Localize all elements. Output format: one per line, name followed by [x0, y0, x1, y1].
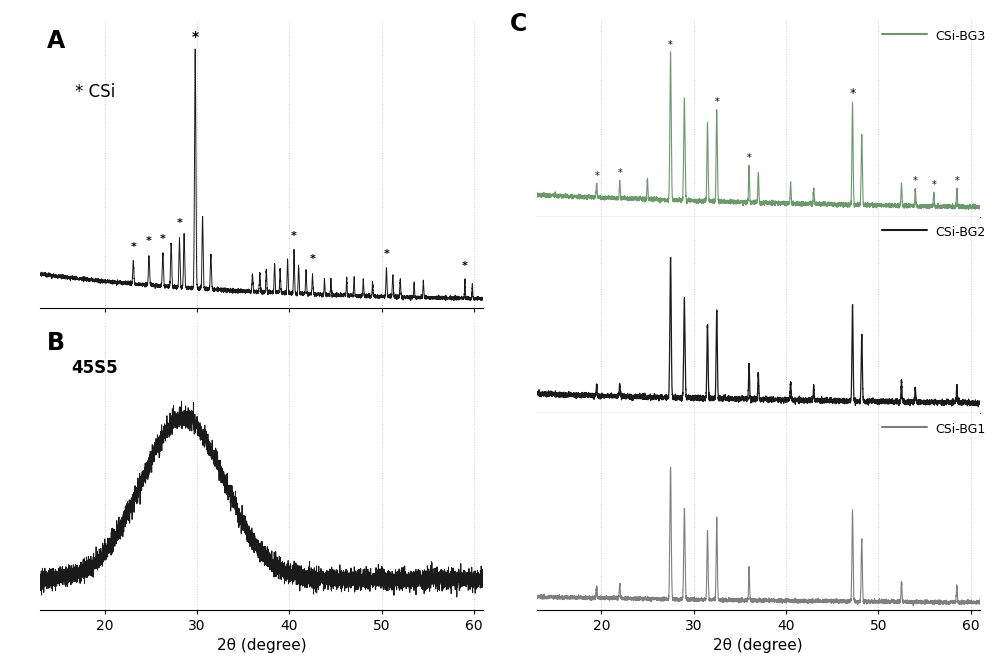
Text: *: *	[177, 218, 182, 228]
Text: *: *	[462, 261, 468, 271]
Text: * CSi: * CSi	[75, 83, 116, 101]
Text: CSi-BG2: CSi-BG2	[936, 226, 986, 239]
Text: *: *	[192, 30, 199, 44]
Text: *: *	[146, 237, 152, 247]
Text: *: *	[617, 168, 622, 178]
Text: *: *	[160, 234, 166, 244]
Text: 45S5: 45S5	[71, 360, 118, 377]
Text: *: *	[310, 254, 315, 264]
Text: *: *	[955, 176, 959, 186]
Text: CSi-BG1: CSi-BG1	[936, 423, 986, 436]
Text: *: *	[383, 249, 389, 259]
Text: *: *	[668, 40, 673, 50]
Text: *: *	[130, 242, 136, 251]
Text: *: *	[714, 97, 719, 107]
Text: *: *	[849, 87, 856, 100]
Text: CSi-BG3: CSi-BG3	[936, 30, 986, 43]
Text: A: A	[47, 29, 65, 53]
Text: B: B	[47, 331, 65, 354]
X-axis label: 2θ (degree): 2θ (degree)	[713, 639, 803, 653]
Text: *: *	[747, 153, 751, 163]
Text: *: *	[594, 171, 599, 181]
Text: *: *	[291, 231, 297, 241]
X-axis label: 2θ (degree): 2θ (degree)	[217, 639, 307, 653]
Text: *: *	[913, 176, 918, 186]
Text: C: C	[510, 12, 527, 36]
Text: *: *	[931, 180, 936, 190]
